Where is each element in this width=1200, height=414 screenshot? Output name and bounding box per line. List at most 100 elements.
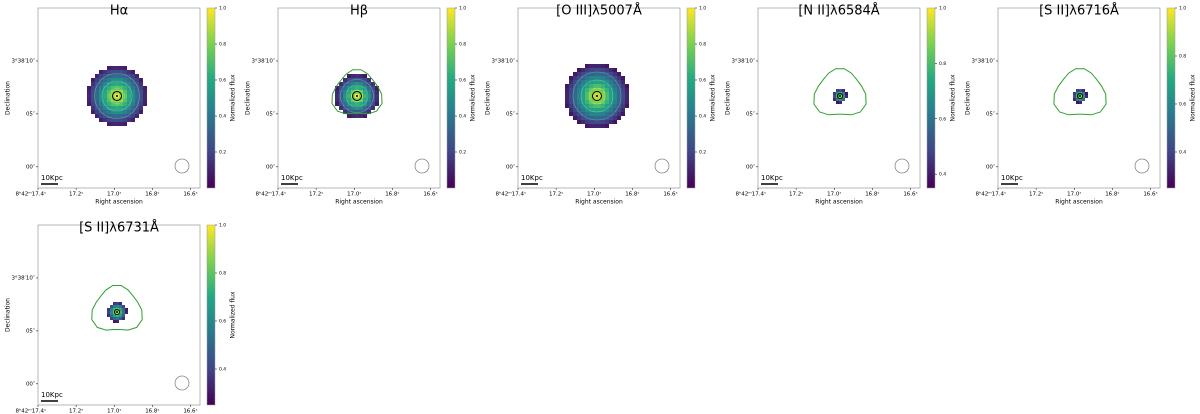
flux-pixel [605, 76, 609, 80]
flux-pixel [836, 98, 839, 101]
colorbar-tick-label: 1.0 [699, 6, 706, 12]
flux-pixel [363, 110, 367, 114]
flux-pixel [123, 122, 127, 126]
flux-pixel [115, 110, 119, 114]
flux-pixel [111, 86, 115, 90]
flux-pixel [111, 82, 115, 86]
flux-pixel [621, 92, 625, 96]
flux-pixel [593, 112, 597, 116]
flux-pixel [617, 96, 621, 100]
flux-pixel [581, 112, 585, 116]
flux-pixel [131, 86, 135, 90]
colorbar [686, 7, 696, 189]
flux-pixel [139, 94, 143, 98]
flux-pixel [119, 308, 122, 311]
flux-pixel [363, 102, 367, 106]
flux-pixel [123, 98, 127, 102]
flux-pixel [359, 102, 363, 106]
flux-pixel [107, 82, 111, 86]
flux-pixel [1076, 98, 1079, 101]
colorbar [1166, 7, 1176, 189]
colorbar [446, 7, 456, 189]
flux-pixel [625, 104, 629, 108]
flux-pixel [103, 114, 107, 118]
flux-pixel [593, 84, 597, 88]
flux-pixel [605, 104, 609, 108]
centroid-dot [596, 95, 598, 97]
flux-pixel [143, 90, 147, 94]
flux-pixel [601, 96, 605, 100]
flux-pixel [585, 124, 589, 128]
flux-pixel [597, 116, 601, 120]
flux-pixel [601, 68, 605, 72]
flux-pixel [1076, 92, 1079, 95]
flux-pixel [351, 102, 355, 106]
x-tick-label: 17.0ˢ [1067, 192, 1081, 198]
flux-pixel [593, 116, 597, 120]
flux-pixel [375, 102, 379, 106]
flux-pixel [625, 92, 629, 96]
x-tick-label: 16.8ˢ [145, 409, 159, 414]
flux-pixel [115, 118, 119, 122]
flux-pixel [581, 88, 585, 92]
flux-pixel [593, 88, 597, 92]
colorbar-label: Normalized flux [710, 74, 717, 122]
flux-pixel [581, 80, 585, 84]
flux-pixel [143, 94, 147, 98]
flux-pixel [343, 82, 347, 86]
flux-pixel [363, 94, 367, 98]
flux-pixel [123, 86, 127, 90]
flux-pixel [597, 64, 601, 68]
x-tick-label: 16.8ˢ [385, 192, 399, 198]
centroid-dot [116, 311, 118, 313]
flux-pixel [131, 102, 135, 106]
flux-pixel [1079, 101, 1082, 104]
flux-pixel [131, 90, 135, 94]
flux-pixel [367, 78, 371, 82]
y-axis-label: Declination [725, 81, 732, 115]
y-tick-label: 3°38′10″ [11, 275, 35, 281]
flux-pixel [617, 80, 621, 84]
x-tick-label: 17.0ˢ [587, 192, 601, 198]
colorbar-tick-label: 1.0 [459, 6, 466, 12]
flux-pixel [601, 100, 605, 104]
flux-pixel [87, 90, 91, 94]
flux-pixel [613, 112, 617, 116]
flux-pixel [585, 92, 589, 96]
flux-pixel [111, 106, 115, 110]
flux-pixel [95, 94, 99, 98]
flux-pixel [589, 116, 593, 120]
flux-pixel [605, 116, 609, 120]
flux-pixel [119, 82, 123, 86]
flux-pixel [111, 70, 115, 74]
flux-pixel [111, 118, 115, 122]
colorbar-tick-label: 0.2 [219, 150, 226, 156]
flux-pixel [347, 94, 351, 98]
flux-pixel [605, 120, 609, 124]
flux-pixel [581, 100, 585, 104]
flux-pixel [601, 124, 605, 128]
flux-pixel [110, 305, 113, 308]
y-tick-label: 00″ [266, 164, 275, 170]
centroid [592, 91, 602, 101]
flux-pixel [371, 82, 375, 86]
centroid-dot [839, 95, 841, 97]
flux-pixel [601, 84, 605, 88]
flux-pixel [621, 108, 625, 112]
flux-pixel [617, 100, 621, 104]
x-tick-label: 17.2ˢ [789, 192, 803, 198]
flux-contour [572, 71, 622, 121]
green-contour [91, 285, 143, 331]
beam [894, 158, 910, 174]
flux-pixel [116, 317, 119, 320]
flux-pixel [103, 102, 107, 106]
flux-pixel [613, 72, 617, 76]
scalebar-label: 10Kpc [41, 174, 63, 182]
flux-pixel [597, 72, 601, 76]
flux-pixel [845, 95, 848, 98]
flux-pixel [139, 78, 143, 82]
flux-pixel [95, 74, 99, 78]
flux-pixel [359, 78, 363, 82]
flux-pixel [601, 92, 605, 96]
x-tick-label: 16.8ˢ [625, 192, 639, 198]
